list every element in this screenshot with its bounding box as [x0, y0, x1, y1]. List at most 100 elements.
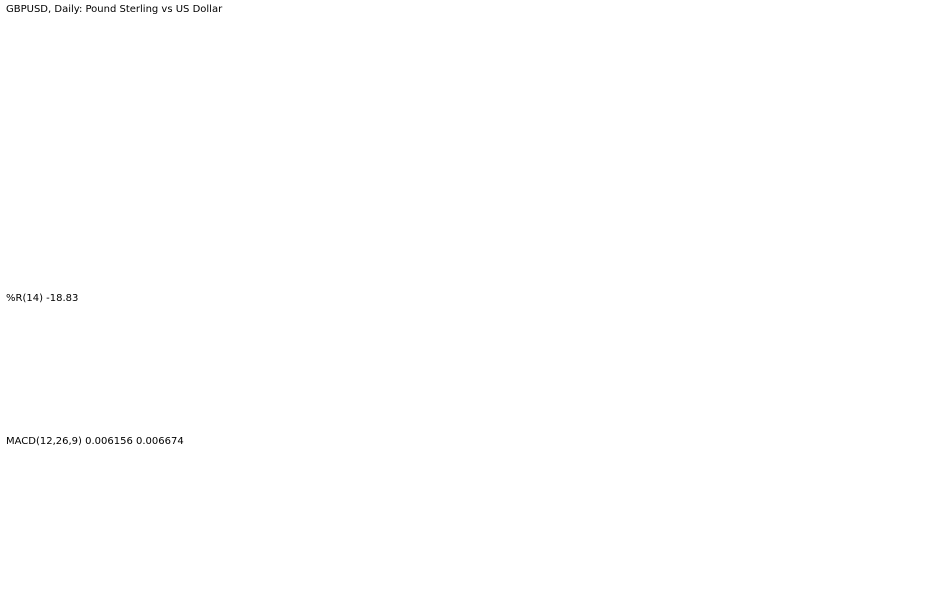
candle-body — [713, 63, 718, 70]
candle — [637, 82, 642, 96]
time-tick-label: 24 Jul 2020 — [388, 584, 445, 595]
candle-body — [753, 48, 758, 51]
candle — [741, 48, 746, 55]
candle-body — [613, 92, 618, 96]
candle-body — [373, 134, 378, 142]
candle — [425, 88, 430, 95]
candle — [121, 160, 126, 169]
candle-body — [217, 169, 222, 179]
candle — [677, 86, 682, 96]
candle — [713, 58, 718, 73]
candle — [213, 177, 218, 191]
candle-body — [837, 18, 842, 24]
candle-body — [377, 128, 382, 136]
candle — [265, 142, 270, 150]
candle — [525, 108, 530, 122]
candle — [797, 37, 802, 55]
candle-body — [725, 61, 730, 67]
candle — [621, 95, 626, 105]
candle-body — [221, 164, 226, 171]
candle — [769, 52, 774, 56]
candle — [309, 166, 314, 180]
candle — [129, 162, 134, 165]
candle — [553, 104, 558, 126]
candle — [733, 54, 738, 65]
candle — [825, 28, 830, 41]
candle — [509, 68, 514, 82]
candle — [649, 86, 654, 95]
candle-body — [341, 145, 346, 149]
candle — [161, 159, 166, 174]
price-tick-label: 1.24580 — [902, 156, 943, 167]
candle-body — [161, 163, 166, 170]
candle — [385, 113, 390, 132]
candle-body — [733, 56, 738, 63]
candle-body — [593, 98, 598, 102]
candle — [217, 163, 222, 180]
candle-body — [97, 147, 102, 153]
candle-body — [489, 50, 494, 56]
candle — [857, 30, 862, 36]
candle — [573, 103, 578, 119]
wpr-panel[interactable] — [2, 295, 897, 426]
candle-body — [425, 92, 430, 94]
macd-tick-label: -0.041317 — [902, 570, 950, 581]
candle — [765, 51, 770, 57]
candle — [289, 149, 294, 161]
candle — [729, 61, 734, 65]
wpr-panel-border — [1, 290, 898, 433]
candle-body — [405, 86, 410, 88]
candle — [629, 96, 634, 106]
candle — [401, 86, 406, 99]
candle — [565, 115, 570, 126]
candle — [657, 91, 662, 102]
candle — [445, 80, 450, 90]
candle — [153, 158, 158, 171]
wpr-line — [2, 295, 888, 426]
candle — [285, 153, 290, 165]
candle — [605, 97, 610, 100]
candle-body — [581, 101, 586, 109]
candle-body — [49, 160, 54, 163]
candle — [361, 140, 366, 152]
candle — [149, 152, 154, 165]
candle-body — [601, 97, 606, 100]
candle-body — [185, 191, 190, 195]
candle-body — [237, 143, 242, 152]
candle — [869, 19, 874, 34]
candle — [813, 35, 818, 43]
candle-body — [841, 17, 846, 20]
candle-body — [153, 160, 158, 167]
candle-body — [813, 39, 818, 43]
candle-body — [225, 161, 230, 166]
candle — [881, 21, 886, 29]
price-panel[interactable] — [1, 13, 897, 275]
candle-body — [333, 149, 338, 154]
candle — [473, 76, 478, 82]
candle-body — [109, 161, 114, 166]
candle — [413, 87, 418, 92]
candle — [189, 188, 194, 197]
candle — [33, 242, 38, 269]
candle-body — [409, 85, 414, 89]
candle-body — [541, 102, 546, 106]
candle-body — [325, 154, 330, 161]
candle-body — [169, 171, 174, 175]
candle-body — [589, 101, 594, 103]
candle — [481, 52, 486, 78]
candle — [457, 74, 462, 80]
macd-panel[interactable] — [2, 451, 897, 550]
candle-body — [585, 102, 590, 104]
candle — [561, 112, 566, 132]
candle-body — [505, 66, 510, 71]
wpr-label: %R(14) -18.83 — [6, 293, 79, 304]
candle — [449, 79, 454, 86]
candle — [429, 84, 434, 99]
candle-body — [701, 69, 706, 73]
candle — [549, 102, 554, 111]
candle-body — [177, 182, 182, 190]
candle — [313, 171, 318, 186]
chart-title: GBPUSD, Daily: Pound Sterling vs US Doll… — [6, 4, 223, 15]
